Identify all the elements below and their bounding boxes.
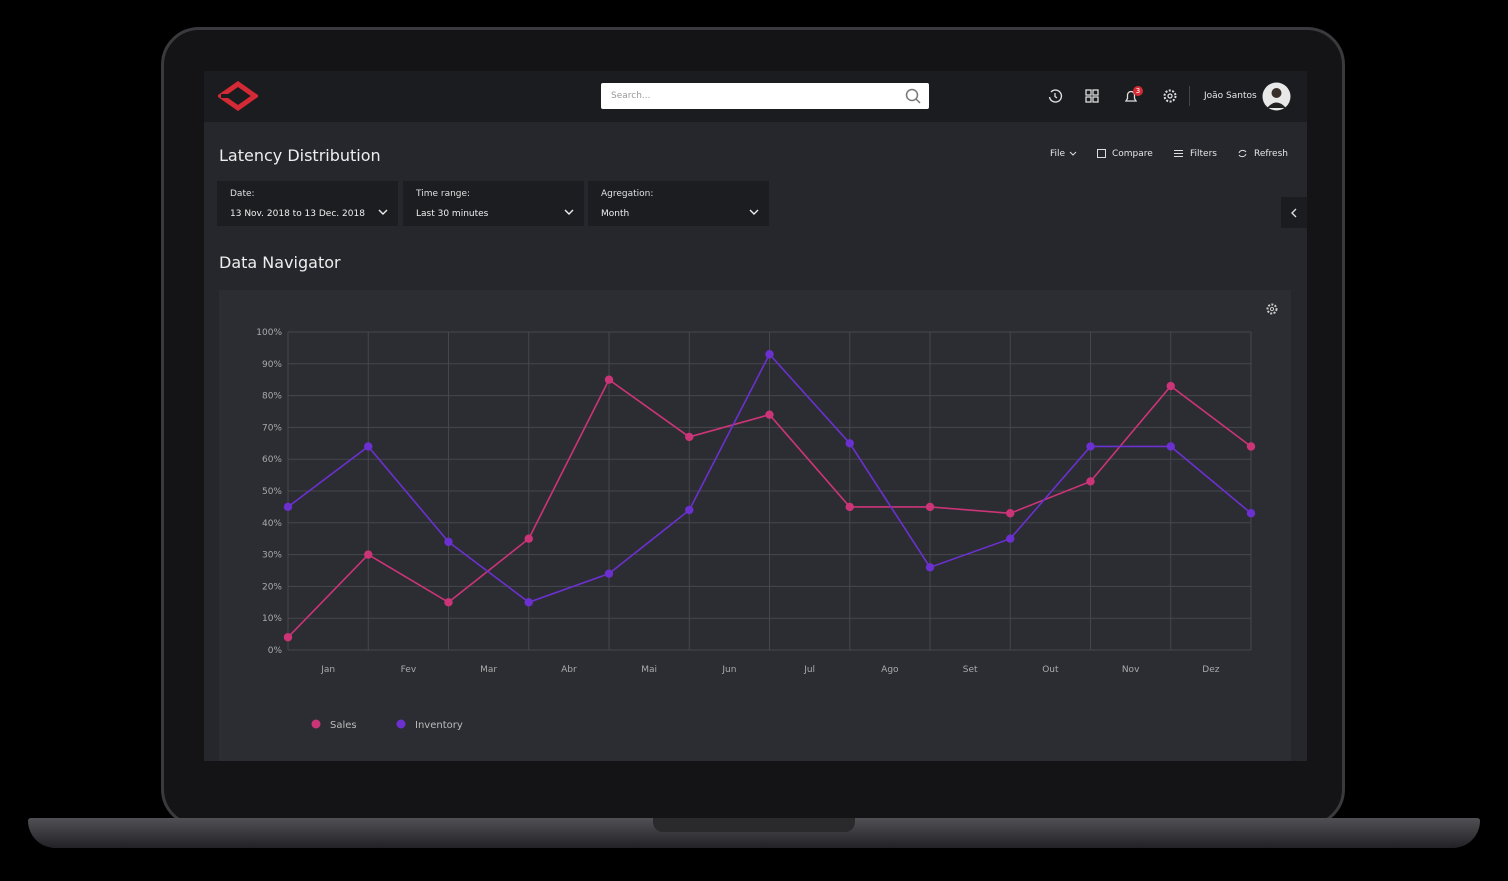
chevron: [1291, 208, 1297, 218]
filter-label: Time range:: [416, 189, 471, 199]
legend-marker: [396, 719, 406, 729]
filter-label: Agregation:: [601, 189, 654, 199]
history-icon[interactable]: [1047, 88, 1063, 104]
data-point: [1086, 442, 1095, 451]
laptop-notch: [653, 818, 855, 832]
search-box[interactable]: Search...: [601, 83, 929, 109]
data-point: [1006, 534, 1015, 543]
x-tick-label: Abr: [561, 665, 577, 675]
filter-value: Last 30 minutes: [416, 209, 489, 219]
apps-icon[interactable]: [1084, 88, 1100, 104]
x-tick-label: Jul: [803, 665, 815, 675]
chart-settings-icon[interactable]: [1266, 303, 1278, 315]
y-tick-label: 60%: [262, 455, 282, 465]
divider: [1189, 86, 1190, 106]
user-name[interactable]: João Santos: [1204, 91, 1257, 101]
search-placeholder: Search...: [611, 91, 651, 101]
bell-icon[interactable]: [1122, 87, 1140, 105]
data-point: [444, 537, 453, 547]
chevron: [378, 209, 388, 215]
data-point: [845, 439, 854, 448]
data-point: [925, 563, 935, 572]
y-tick-label: 100%: [256, 328, 282, 338]
data-point: [685, 505, 694, 515]
top-bar: Search... 3 João Santos: [204, 71, 1307, 122]
x-tick-label: Fev: [401, 665, 417, 675]
data-point: [283, 502, 293, 512]
data-point: [364, 442, 373, 451]
x-tick-label: Jan: [320, 665, 335, 675]
legend-label: Sales: [330, 720, 357, 731]
chevron: [1069, 151, 1077, 156]
data-point: [765, 410, 774, 419]
x-tick-label: Mar: [480, 665, 497, 675]
refresh-button[interactable]: Refresh: [1254, 149, 1288, 159]
legend-marker: [311, 719, 321, 729]
data-point: [765, 350, 774, 359]
file-menu[interactable]: File: [1050, 149, 1066, 159]
data-point: [1246, 442, 1256, 451]
legend-label: Inventory: [415, 720, 463, 731]
y-tick-label: 30%: [262, 551, 282, 561]
search-icon: [905, 88, 921, 104]
data-point: [1006, 509, 1015, 518]
x-tick-label: Mai: [641, 665, 657, 675]
refresh-icon: [1238, 149, 1247, 158]
section-title: Data Navigator: [219, 253, 341, 272]
compare-button[interactable]: Compare: [1112, 149, 1153, 159]
y-tick-label: 0%: [268, 646, 283, 656]
data-point: [685, 432, 694, 442]
page-title: Latency Distribution: [219, 146, 381, 165]
data-point: [524, 598, 533, 607]
data-point: [604, 375, 614, 384]
data-point: [1086, 477, 1095, 486]
y-tick-label: 80%: [262, 392, 282, 402]
y-tick-label: 10%: [262, 614, 282, 624]
data-point: [1166, 442, 1175, 451]
y-tick-label: 50%: [262, 487, 282, 497]
data-point: [925, 502, 935, 512]
filter-value: 13 Nov. 2018 to 13 Dec. 2018: [230, 209, 365, 219]
filter-aggregation[interactable]: Agregation: Month: [588, 181, 769, 226]
filter-date[interactable]: Date: 13 Nov. 2018 to 13 Dec. 2018: [217, 181, 398, 226]
filters-button[interactable]: Filters: [1190, 149, 1217, 159]
compare-icon: [1097, 149, 1106, 158]
data-point: [444, 598, 453, 607]
data-point: [845, 502, 854, 512]
y-tick-label: 20%: [262, 582, 282, 592]
chart-panel: 0% 10% 20% 30% 40% 50% 60% 70% 80% 90% 100% Jan Fev M…: [219, 290, 1291, 761]
data-point: [283, 633, 293, 642]
chart: 0% 10% 20% 30% 40% 50% 60% 70% 80% 90% 100% Jan Fev M…: [256, 303, 1278, 731]
x-tick-label: Set: [963, 665, 978, 675]
side-panel-toggle[interactable]: [1281, 197, 1307, 228]
filter-time-range[interactable]: Time range: Last 30 minutes: [403, 181, 584, 226]
notification-badge: 3: [1133, 86, 1143, 96]
y-tick-label: 90%: [262, 360, 282, 370]
y-tick-label: 40%: [262, 519, 282, 529]
data-point: [1246, 509, 1256, 518]
data-point: [364, 550, 373, 559]
x-tick-label: Out: [1042, 665, 1059, 675]
screen: Search... 3 João Santos Latency Distribu…: [204, 71, 1307, 761]
x-tick-label: Nov: [1122, 665, 1140, 675]
data-point: [604, 569, 614, 578]
logo[interactable]: [218, 81, 258, 111]
y-tick-label: 70%: [262, 423, 282, 433]
x-tick-label: Dez: [1202, 665, 1219, 675]
chevron: [749, 209, 759, 215]
settings-icon[interactable]: [1162, 88, 1178, 104]
filter-label: Date:: [230, 189, 255, 199]
filters-icon: [1174, 150, 1183, 157]
x-tick-label: Ago: [881, 665, 899, 675]
chevron: [564, 209, 574, 215]
avatar[interactable]: [1262, 82, 1291, 111]
data-point: [524, 534, 533, 543]
data-point: [1166, 381, 1175, 391]
filter-value: Month: [601, 209, 630, 219]
x-tick-label: Jun: [721, 665, 736, 675]
